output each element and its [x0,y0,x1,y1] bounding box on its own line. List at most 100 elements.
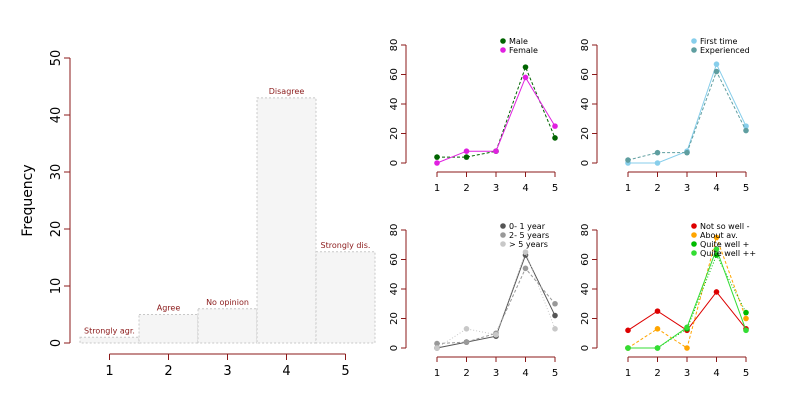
series-point-1-5 [743,127,749,134]
legend-label-1: Female [509,46,538,55]
series-point-1-2 [463,148,470,154]
series-point-1-4 [522,265,529,272]
x-tick-label-5: 5 [552,183,558,194]
y-tick-label-40: 40 [389,98,400,111]
y-tick-label-40: 40 [389,283,400,296]
y-tick-label-40: 40 [580,283,591,296]
series-point-0-5 [743,123,749,129]
legend-label-2: Quite well + [700,240,749,249]
x-tick-label-3: 3 [493,183,499,194]
bar-4 [256,97,317,344]
series-line-3 [628,247,747,349]
bar-chart-panel: Strongly agr. Agree No opinion Disagree Stro… [20,50,376,379]
series-point-1-4 [713,68,720,75]
series-point-1-4 [713,234,720,241]
legend-marker-1 [500,232,506,238]
series-point-0-1 [434,154,440,160]
y-tick-label-40: 40 [49,107,64,124]
legend-marker-0 [691,38,697,44]
y-tick-label-60: 60 [389,68,400,81]
y-tick-label-20: 20 [49,221,64,238]
legend-marker-1 [691,47,697,53]
series-line-0 [437,65,556,158]
series-point-1-3 [493,148,499,154]
legend-label-1: 2- 5 years [509,231,549,240]
x-tick-label-2: 2 [164,364,172,379]
series-point-2-5 [552,326,558,332]
series-point-2-2 [463,326,470,332]
legend-label-3: Quite well ++ [700,249,756,258]
y-tick-label-60: 60 [580,68,591,81]
legend-label-2: > 5 years [509,240,548,249]
series-point-3-5 [743,327,749,334]
legend-label-0: First time [700,37,738,46]
series-point-0-1 [625,327,631,334]
legend-marker-0 [500,223,506,229]
x-tick-label-1: 1 [625,368,631,379]
series-line-0 [628,62,747,164]
series-line-0 [627,291,747,331]
x-tick-label-2: 2 [463,368,469,379]
y-tick-label-80: 80 [389,39,400,52]
legend-marker-0 [500,38,506,44]
x-tick-label-5: 5 [743,183,749,194]
bar-1 [79,336,140,344]
series-point-1-2 [654,149,661,156]
y-tick-label-0: 0 [49,339,64,347]
series-point-2-4 [522,249,529,255]
series-point-1-1 [434,160,440,166]
y-tick-label-0: 0 [580,345,591,351]
y-tick-label-20: 20 [389,312,400,325]
bar-5 [315,251,376,344]
series-point-1-5 [552,300,558,307]
y-tick-label-80: 80 [580,39,591,52]
x-tick-label-4: 4 [522,368,528,379]
y-tick-label-0: 0 [389,160,400,166]
series-point-1-2 [654,326,661,332]
legend-marker-3 [691,250,697,256]
x-tick-label-2: 2 [654,368,660,379]
x-tick-label-1: 1 [105,364,113,379]
y-tick-label-20: 20 [389,127,400,140]
series-point-1-5 [552,123,558,129]
series-point-2-3 [493,331,499,338]
series-point-3-1 [625,345,631,351]
series-point-0-2 [654,160,661,166]
series-point-0-2 [654,308,661,314]
legend-marker-1 [500,47,506,53]
legend-label-1: Experienced [700,46,750,55]
y-axis-label: Frequency [20,164,36,236]
y-tick-label-0: 0 [580,160,591,166]
series-point-1-5 [743,315,749,322]
series-point-0-2 [463,154,470,160]
y-tick-label-60: 60 [389,253,400,266]
series-point-1-1 [434,340,440,347]
series-point-2-5 [743,309,749,316]
y-tick-label-50: 50 [49,50,64,67]
series-point-0-4 [713,61,720,67]
y-tick-label-30: 30 [49,164,64,181]
series-point-3-2 [654,345,661,351]
y-tick-label-0: 0 [389,345,400,351]
series-point-1-4 [522,74,529,81]
legend-label-1: About av. [700,231,738,240]
bar-label-3: No opinion [206,298,249,307]
series-point-0-5 [552,135,558,141]
legend-label-0: Not so well - [700,222,750,231]
series-line-1 [627,70,747,161]
x-tick-label-3: 3 [223,364,231,379]
legend-marker-2 [691,241,697,247]
x-tick-label-5: 5 [552,368,558,379]
y-tick-label-80: 80 [389,224,400,237]
x-tick-label-4: 4 [282,364,290,379]
legend-marker-0 [691,223,697,229]
x-tick-label-4: 4 [713,183,719,194]
bar-2 [138,314,199,344]
series-line-2 [628,253,747,349]
x-tick-label-1: 1 [625,183,631,194]
